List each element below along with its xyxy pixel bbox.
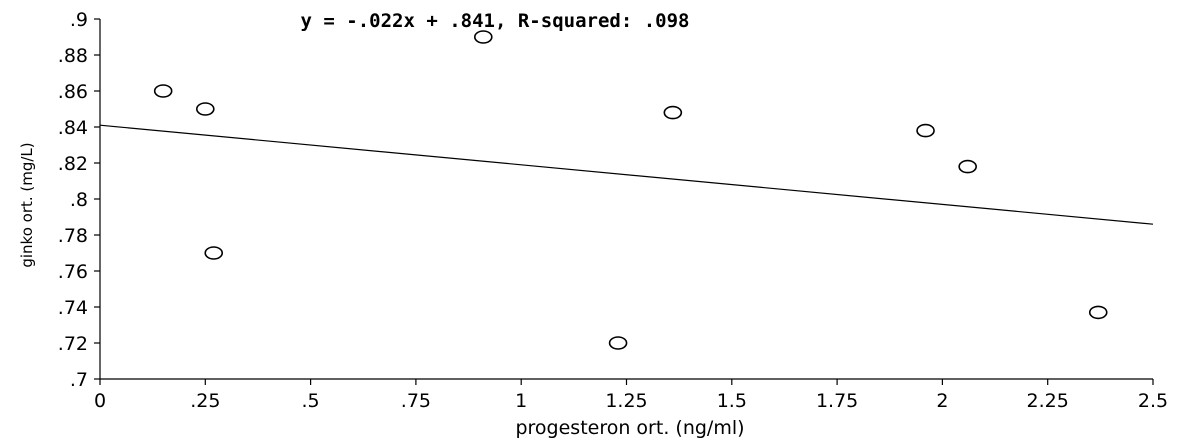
chart-title: y = -.022x + .841, R-squared: .098 bbox=[301, 10, 690, 32]
data-point bbox=[196, 102, 215, 116]
data-point bbox=[1088, 305, 1108, 320]
x-tick-label: 0 bbox=[94, 390, 106, 412]
data-point bbox=[663, 105, 683, 120]
y-axis-label: ginko ort. (mg/L) bbox=[18, 142, 36, 267]
x-tick-label: 1.5 bbox=[717, 390, 747, 412]
data-point bbox=[204, 246, 224, 260]
x-axis-ticks: 0 .25 .5 .75 1 1.25 1.5 1.75 2 2.25 2.5 bbox=[94, 379, 1168, 412]
x-tick-label: 2.25 bbox=[1027, 390, 1069, 412]
y-tick-label: .76 bbox=[58, 261, 88, 283]
x-tick-label: 1 bbox=[515, 390, 527, 412]
data-point bbox=[153, 84, 173, 98]
y-tick-label: .9 bbox=[70, 9, 88, 31]
y-tick-label: .7 bbox=[70, 369, 88, 391]
x-tick-label: 1.75 bbox=[816, 390, 858, 412]
y-tick-label: .72 bbox=[58, 333, 88, 355]
data-points bbox=[153, 30, 1108, 350]
y-tick-label: .82 bbox=[58, 153, 88, 175]
x-tick-label: .5 bbox=[302, 390, 320, 412]
y-tick-label: .88 bbox=[58, 45, 88, 67]
y-tick-label: .86 bbox=[58, 81, 88, 103]
x-tick-label: .25 bbox=[190, 390, 220, 412]
regression-line bbox=[99, 124, 1154, 225]
y-tick-label: .84 bbox=[58, 117, 88, 139]
x-tick-label: 2 bbox=[936, 390, 948, 412]
data-point bbox=[473, 30, 493, 44]
y-tick-label: .8 bbox=[70, 189, 88, 211]
x-tick-label: 1.25 bbox=[605, 390, 647, 412]
x-tick-label: .75 bbox=[401, 390, 431, 412]
data-point bbox=[916, 123, 935, 138]
x-tick-label: 2.5 bbox=[1138, 390, 1168, 412]
regression-line-layer bbox=[99, 124, 1154, 225]
y-axis-ticks: .7 .72 .74 .76 .78 .8 .82 .84 .86 .88 .9 bbox=[58, 9, 100, 391]
data-point bbox=[608, 336, 628, 350]
y-tick-label: .78 bbox=[58, 225, 88, 247]
data-point bbox=[958, 159, 977, 174]
y-tick-label: .74 bbox=[58, 297, 88, 319]
x-axis-label: progesteron ort. (ng/ml) bbox=[515, 417, 744, 439]
